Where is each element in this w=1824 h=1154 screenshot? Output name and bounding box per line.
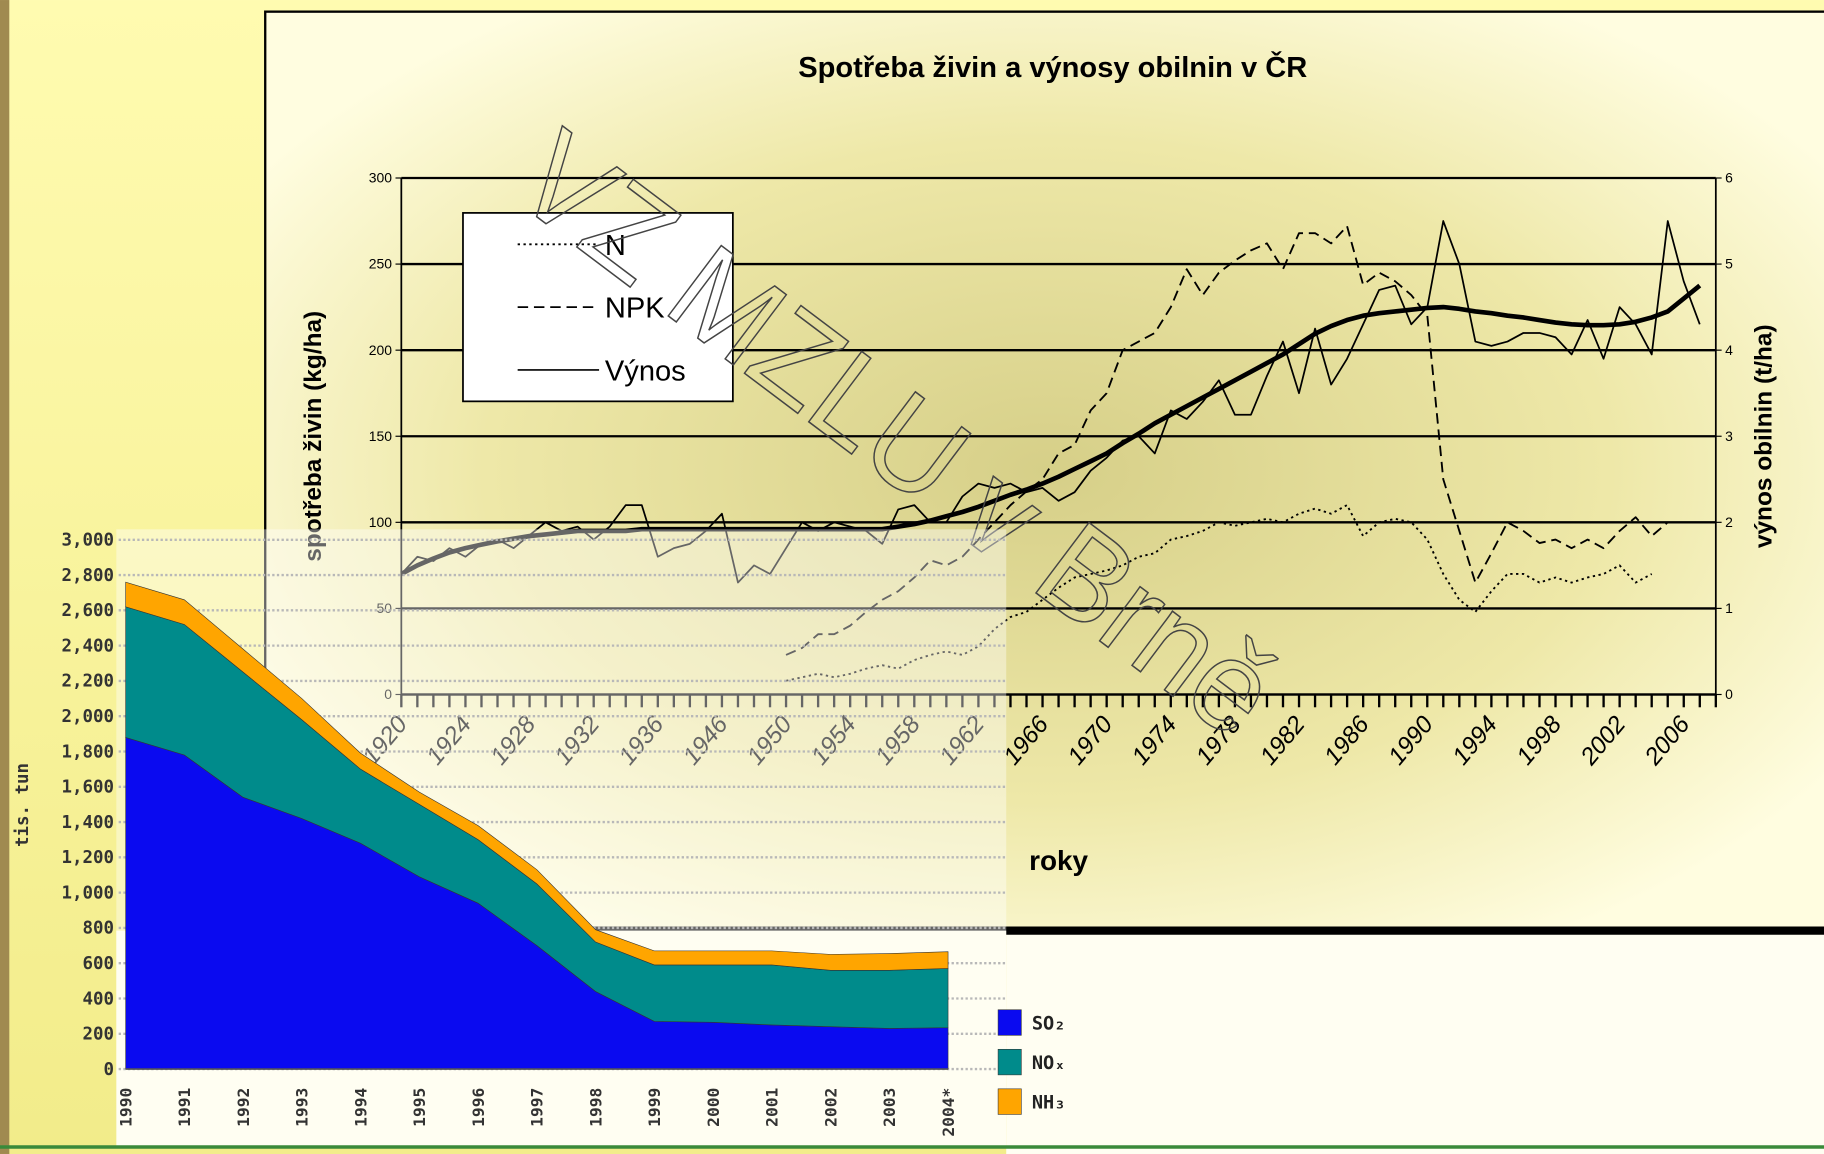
legend-label: NH₃: [1032, 1093, 1066, 1114]
series-line: [785, 225, 1669, 656]
y2-tick-label: 4: [1725, 342, 1733, 358]
y2-tick-label: 6: [1725, 170, 1733, 186]
y-tick-label: 1,800: [62, 742, 115, 762]
series-line: [785, 504, 1653, 682]
series-line: [400, 283, 1702, 577]
legend-label: N: [605, 230, 626, 262]
y-tick-label: 2,200: [62, 672, 115, 692]
y-tick-label: 1,000: [62, 883, 115, 903]
x-tick-label: 1992: [234, 1088, 253, 1127]
x-tick-label: 2004*: [939, 1088, 958, 1137]
y-tick-label: 2,600: [62, 601, 115, 621]
x-tick-label: 1998: [586, 1088, 605, 1127]
x-tick-label: 1997: [528, 1088, 547, 1127]
x-tick-label: 1990: [116, 1088, 135, 1127]
y-tick-label: 1,400: [62, 813, 115, 833]
x-tick-label: 1994: [351, 1087, 370, 1126]
y-tick-label: 1,600: [62, 778, 115, 798]
x-axis-label: roky: [1029, 845, 1088, 876]
legend-label: SO₂: [1032, 1014, 1066, 1035]
x-tick-label: 1991: [175, 1087, 194, 1126]
chart-title: Spotřeba živin a výnosy obilnin v ČR: [798, 50, 1307, 84]
y-tick-label: 1,200: [62, 848, 115, 868]
y-tick-label: 0: [384, 686, 392, 702]
y-tick-label: 100: [369, 514, 393, 530]
lower-area: [1006, 930, 1824, 1154]
y2-tick-label: 5: [1725, 256, 1733, 272]
area-segment: [125, 581, 949, 971]
legend-label: NPK: [605, 293, 665, 325]
y-axis-label: spotřeba živin (kg/ha): [300, 311, 327, 562]
x-tick-label: 2003: [880, 1088, 899, 1127]
legend-swatch: [997, 1009, 1022, 1036]
x-tick-label: 1993: [293, 1088, 312, 1127]
legend-swatch: [997, 1048, 1022, 1076]
y2-tick-label: 3: [1725, 428, 1733, 444]
x-tick-label: 1999: [645, 1088, 664, 1127]
y-tick-label: 800: [83, 919, 115, 939]
y-axis-label: tis. tun: [13, 763, 33, 847]
legend-label: NOₓ: [1032, 1053, 1066, 1074]
y2-tick-label: 2: [1725, 514, 1733, 530]
y-tick-label: 200: [83, 1025, 115, 1045]
y-tick-label: 300: [369, 170, 393, 186]
y-tick-label: 3,000: [62, 531, 115, 551]
emission-chart: 0 200 400 600 800 1,000 1,200 1,400 1,600 1,800 2,…: [13, 531, 1066, 1137]
y-tick-label: 2,400: [62, 636, 115, 656]
y-tick-label: 600: [83, 954, 115, 974]
y-tick-label: 2,800: [62, 566, 115, 586]
x-tick-label: 2001: [763, 1087, 782, 1126]
x-tick-label: 2000: [704, 1088, 723, 1127]
y2-tick-label: 1: [1725, 600, 1733, 616]
legend-swatch: [997, 1088, 1022, 1115]
y2-tick-label: 0: [1725, 686, 1733, 702]
y-tick-label: 200: [369, 342, 393, 358]
y-tick-label: 2,000: [62, 707, 115, 727]
y-tick-label: 150: [369, 428, 393, 444]
y-tick-label: 50: [377, 600, 393, 616]
legend-label: Výnos: [605, 355, 686, 387]
y-tick-label: 250: [369, 256, 393, 272]
chart-frame: [264, 10, 1824, 932]
left-edge: [0, 0, 10, 1154]
y-tick-label: 400: [83, 989, 115, 1009]
y-tick-label: 0: [104, 1060, 115, 1080]
x-tick-label: 1996: [469, 1088, 488, 1127]
x-tick-label: 1995: [410, 1088, 429, 1127]
y2-axis-label: výnos obilnin (t/ha): [1751, 324, 1778, 548]
x-tick-label: 2002: [821, 1088, 840, 1127]
series-line: [400, 220, 1701, 584]
